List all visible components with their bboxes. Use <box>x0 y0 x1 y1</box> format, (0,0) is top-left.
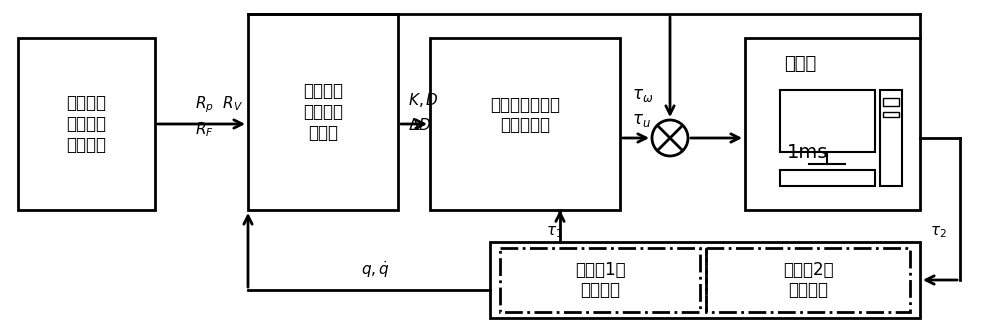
Text: $q, \dot{q}$: $q, \dot{q}$ <box>361 260 390 281</box>
Bar <box>18 38 155 210</box>
Bar <box>880 90 902 186</box>
Text: 自适应阻
抗力同步
控制器: 自适应阻 抗力同步 控制器 <box>303 82 343 142</box>
Text: 1ms: 1ms <box>787 143 829 162</box>
Bar <box>745 38 920 210</box>
Text: 处理器: 处理器 <box>784 55 816 73</box>
Text: $\tau_{\omega}$: $\tau_{\omega}$ <box>632 86 653 104</box>
Text: $\tau_1$: $\tau_1$ <box>546 224 563 240</box>
Text: $R_F$: $R_F$ <box>195 121 214 139</box>
Text: $\tau_2$: $\tau_2$ <box>930 224 947 240</box>
Bar <box>780 170 875 186</box>
Text: $\Delta D$: $\Delta D$ <box>408 117 431 133</box>
Text: 参考轨迹
参考速度
参考外力: 参考轨迹 参考速度 参考外力 <box>66 94 106 154</box>
Bar <box>883 98 899 106</box>
Bar <box>780 90 875 152</box>
Bar <box>490 242 920 318</box>
Text: 机器人2关
节驱动器: 机器人2关 节驱动器 <box>783 261 833 299</box>
Text: 机器人1关
节驱动器: 机器人1关 节驱动器 <box>575 261 625 299</box>
Bar <box>500 248 700 312</box>
Text: $\tau_u$: $\tau_u$ <box>632 111 651 129</box>
Text: $K, D$: $K, D$ <box>408 91 439 109</box>
Text: 非线性模型预测
运动控制器: 非线性模型预测 运动控制器 <box>490 96 560 134</box>
Bar <box>883 112 899 117</box>
Bar <box>430 38 620 210</box>
Bar <box>248 14 398 210</box>
Text: $R_p$  $R_V$: $R_p$ $R_V$ <box>195 95 243 115</box>
Bar <box>706 248 910 312</box>
